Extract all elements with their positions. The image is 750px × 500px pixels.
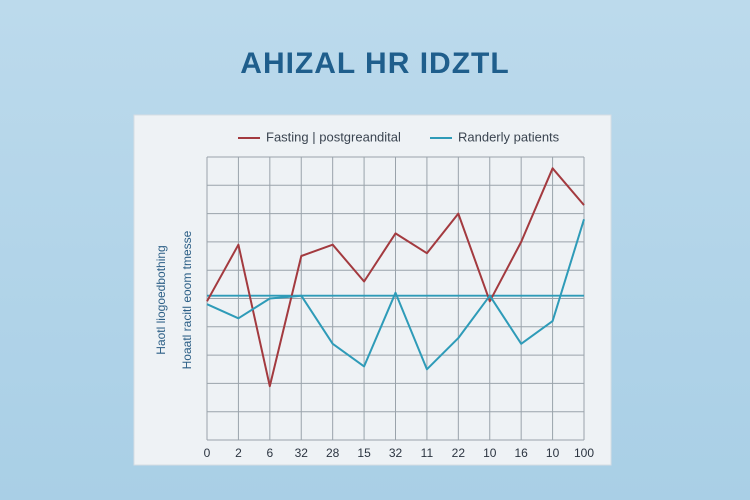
x-tick-label: 22 [452, 446, 466, 460]
y-axis-label: Hoaatl racitl eoom tmesse [180, 230, 194, 369]
x-tick-label: 28 [326, 446, 340, 460]
x-tick-label: 100 [574, 446, 594, 460]
x-tick-label: 6 [266, 446, 273, 460]
x-tick-label: 11 [421, 446, 434, 460]
chart-title: AHIZAL HR IDZTL [240, 47, 509, 80]
y-axis-label: Haotl liogoedbothing [154, 245, 168, 354]
legend-label: Randerly patients [458, 129, 560, 144]
x-tick-label: 15 [357, 446, 371, 460]
chart-panel [133, 114, 612, 466]
x-tick-label: 32 [295, 446, 309, 460]
x-tick-label: 0 [204, 446, 211, 460]
legend-label: Fasting | postgreandital [266, 129, 401, 144]
x-tick-label: 10 [483, 446, 497, 460]
x-tick-label: 16 [514, 446, 528, 460]
data-line [206, 219, 585, 371]
data-line [206, 167, 585, 388]
x-tick-label: 10 [546, 446, 560, 460]
x-tick-label: 2 [235, 446, 242, 460]
x-tick-label: 32 [389, 446, 403, 460]
